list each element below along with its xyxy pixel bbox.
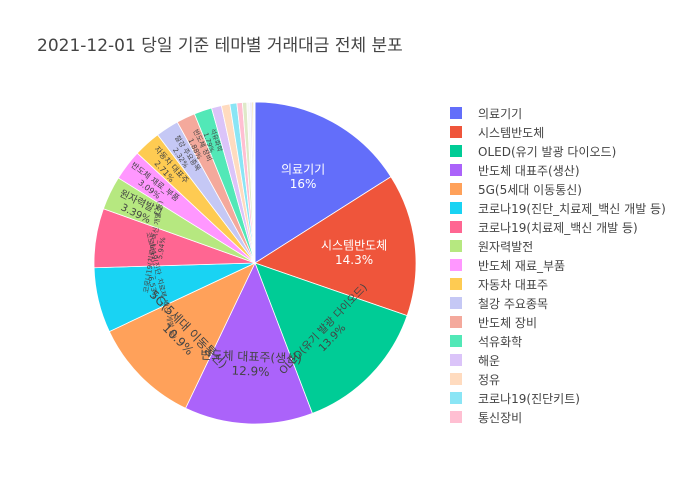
- legend-label: 해운: [478, 353, 501, 368]
- legend-swatch: [450, 126, 462, 138]
- legend-item[interactable]: 통신장비: [450, 407, 522, 425]
- legend-swatch: [450, 278, 462, 290]
- slice-label-name: 반도체 대표주(생산): [200, 348, 302, 366]
- chart-title: 2021-12-01 당일 기준 테마별 거래대금 전체 분포: [37, 36, 403, 56]
- legend-swatch: [450, 107, 462, 119]
- pie-slice-3[interactable]: [254, 262, 408, 414]
- legend-label: 철강 주요종목: [478, 296, 549, 311]
- slice-label-percent: 16%: [290, 177, 317, 191]
- legend-item[interactable]: 해운: [450, 350, 500, 370]
- legend-label: 반도체 장비: [478, 315, 538, 330]
- legend-item[interactable]: 원자력발전: [450, 236, 533, 256]
- legend-item[interactable]: 자동차 대표주: [450, 274, 548, 294]
- slice-label-4: 반도체 대표주(생산)12.9%: [200, 348, 302, 380]
- legend-item[interactable]: 석유화학: [450, 331, 522, 351]
- slice-label-percent: 14.3%: [335, 253, 373, 267]
- legend-item[interactable]: 코로나19(진단키트): [450, 388, 580, 408]
- legend-item[interactable]: 정유: [450, 369, 500, 389]
- legend-item[interactable]: 반도체 장비: [450, 312, 537, 332]
- legend-item[interactable]: 시스템반도체: [450, 122, 544, 142]
- legend-item[interactable]: 철강 주요종목: [450, 293, 548, 313]
- pie-slice-2[interactable]: [254, 176, 417, 317]
- legend-label: OLED(유기 발광 다이오드): [478, 144, 617, 159]
- legend-swatch: [450, 259, 462, 271]
- slice-label-name: 의료기기: [281, 163, 325, 177]
- legend-label: 의료기기: [478, 106, 523, 121]
- legend-swatch: [450, 202, 462, 214]
- legend-swatch: [450, 316, 462, 328]
- legend-label: 원자력발전: [478, 239, 534, 254]
- legend-label: 5G(5세대 이동통신): [478, 182, 582, 197]
- slice-label-percent: 5.94%: [156, 236, 167, 260]
- legend-swatch: [450, 145, 462, 157]
- legend-label: 코로나19(치료제_백신 개발 등): [478, 220, 638, 235]
- legend-item[interactable]: 코로나19(치료제_백신 개발 등): [450, 217, 638, 237]
- legend-item[interactable]: 반도체 대표주(생산): [450, 160, 580, 180]
- legend-swatch: [450, 221, 462, 233]
- legend-swatch: [450, 335, 462, 347]
- pie-slice-5[interactable]: [108, 262, 256, 409]
- legend-swatch: [450, 354, 462, 366]
- legend-swatch: [450, 164, 462, 176]
- legend-label: 자동차 대표주: [478, 277, 549, 292]
- legend-label: 코로나19(진단_치료제_백신 개발 등): [478, 201, 666, 216]
- legend-item[interactable]: 의료기기: [450, 103, 522, 123]
- legend-label: 코로나19(진단키트): [478, 391, 580, 406]
- legend-swatch: [450, 373, 462, 385]
- legend-swatch: [450, 183, 462, 195]
- legend-item[interactable]: 코로나19(진단_치료제_백신 개발 등): [450, 198, 666, 218]
- legend-label: 석유화학: [478, 334, 523, 349]
- legend-label: 반도체 재료_부품: [478, 258, 566, 273]
- legend-item[interactable]: 5G(5세대 이동통신): [450, 179, 582, 199]
- slice-label-percent: 12.9%: [231, 364, 270, 380]
- legend-label: 시스템반도체: [478, 125, 545, 140]
- legend-label: 통신장비: [478, 410, 523, 425]
- pie-slice-4[interactable]: [185, 261, 313, 425]
- legend-swatch: [450, 392, 462, 404]
- legend-item[interactable]: 반도체 재료_부품: [450, 255, 565, 275]
- legend-swatch: [450, 411, 462, 423]
- legend-label: 반도체 대표주(생산): [478, 163, 580, 178]
- legend-swatch: [450, 297, 462, 309]
- legend-label: 정유: [478, 372, 501, 387]
- legend-swatch: [450, 240, 462, 252]
- legend-item[interactable]: OLED(유기 발광 다이오드): [450, 141, 616, 161]
- slice-label-name: 시스템반도체: [321, 239, 387, 253]
- pie-slice-23[interactable]: [253, 101, 256, 264]
- pie-slice-1[interactable]: [254, 101, 392, 264]
